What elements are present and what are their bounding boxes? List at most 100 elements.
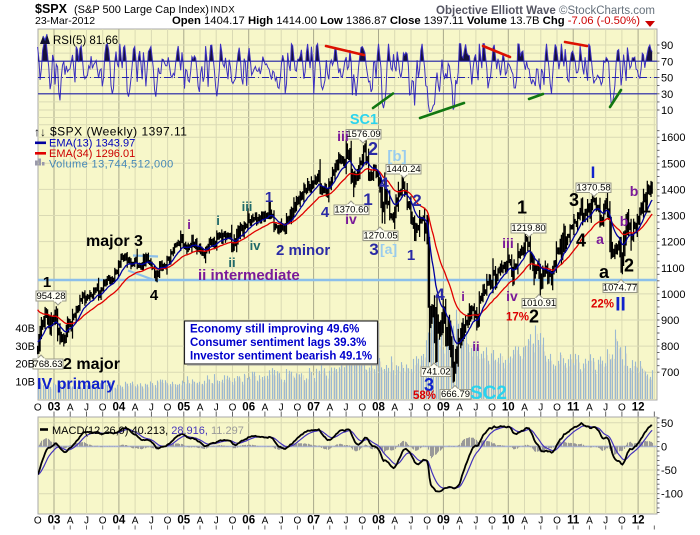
svg-text:O: O	[293, 516, 301, 527]
svg-text:09: 09	[437, 402, 450, 414]
svg-text:ii intermediate: ii intermediate	[198, 267, 300, 284]
svg-text:06: 06	[242, 515, 255, 527]
svg-text:1: 1	[407, 247, 415, 264]
svg-text:58%: 58%	[413, 390, 436, 402]
svg-text:03: 03	[48, 515, 61, 527]
svg-text:10: 10	[502, 402, 515, 414]
svg-text:741.02: 741.02	[421, 367, 450, 378]
svg-text:J: J	[214, 403, 219, 414]
svg-text:2 minor: 2 minor	[276, 242, 330, 259]
svg-text:O: O	[99, 403, 107, 414]
svg-text:A: A	[197, 403, 204, 414]
svg-text:3: 3	[369, 240, 378, 259]
svg-text:II: II	[615, 295, 626, 316]
svg-text:O: O	[553, 516, 561, 527]
svg-text:iii: iii	[502, 235, 514, 251]
svg-text:1100: 1100	[661, 263, 685, 275]
svg-text:b: b	[620, 213, 629, 229]
svg-text:A: A	[326, 403, 333, 414]
svg-text:1: 1	[641, 197, 651, 217]
svg-text:A: A	[67, 516, 74, 527]
svg-text:12: 12	[632, 515, 645, 527]
svg-text:04: 04	[113, 515, 126, 527]
svg-text:A: A	[67, 403, 74, 414]
svg-text:RSI(5) 81.66: RSI(5) 81.66	[53, 35, 118, 47]
svg-text:70: 70	[661, 56, 673, 68]
svg-text:10: 10	[661, 105, 673, 117]
svg-text:50: 50	[661, 418, 673, 430]
svg-text:Volume 13,744,512,000: Volume 13,744,512,000	[49, 159, 174, 171]
svg-text:O: O	[618, 403, 626, 414]
svg-text:4: 4	[321, 204, 330, 221]
svg-text:A: A	[391, 403, 398, 414]
svg-text:iv: iv	[506, 288, 518, 304]
svg-text:-100: -100	[661, 489, 683, 501]
svg-text:1: 1	[265, 189, 273, 206]
svg-text:50: 50	[661, 73, 673, 85]
svg-text:11: 11	[567, 515, 580, 527]
svg-text:4: 4	[576, 231, 586, 251]
svg-text:J: J	[344, 403, 349, 414]
svg-text:Investor sentiment bearish 49.: Investor sentiment bearish 49.1%	[190, 351, 372, 363]
svg-text:O: O	[423, 403, 431, 414]
svg-text:b: b	[630, 183, 639, 199]
svg-text:$SPX: $SPX	[35, 2, 68, 16]
svg-text:Consumer sentiment lags 39.3%: Consumer sentiment lags 39.3%	[190, 337, 366, 349]
svg-text:I: I	[591, 163, 596, 182]
svg-text:a: a	[599, 262, 610, 282]
svg-text:1200: 1200	[661, 237, 685, 249]
svg-text:J: J	[84, 403, 89, 414]
svg-text:-50: -50	[661, 465, 677, 477]
svg-text:666.79: 666.79	[441, 389, 470, 400]
svg-text:954.28: 954.28	[36, 291, 65, 302]
svg-text:J: J	[603, 516, 608, 527]
svg-text:3: 3	[424, 375, 434, 395]
svg-text:J: J	[344, 516, 349, 527]
svg-text:INDX: INDX	[211, 5, 236, 16]
svg-text:iii: iii	[337, 128, 349, 144]
svg-text:A: A	[586, 403, 593, 414]
svg-text:$SPX (Weekly) 1397.11: $SPX (Weekly) 1397.11	[50, 125, 187, 139]
svg-text:A: A	[262, 403, 269, 414]
svg-text:MACD(12,26,9) 40.213, 28.916,: MACD(12,26,9) 40.213, 28.916, 11.297	[52, 425, 244, 437]
svg-text:1600: 1600	[661, 132, 685, 144]
svg-text:08: 08	[372, 402, 385, 414]
svg-text:2: 2	[368, 139, 378, 159]
svg-text:Economy still improving 49.6%: Economy still improving 49.6%	[190, 324, 359, 336]
svg-text:A: A	[197, 516, 204, 527]
svg-text:1: 1	[43, 274, 51, 291]
svg-text:20B: 20B	[15, 359, 35, 371]
svg-text:0: 0	[661, 441, 667, 453]
svg-text:23-Mar-2012: 23-Mar-2012	[35, 15, 95, 27]
svg-text:30: 30	[661, 89, 673, 101]
svg-text:O: O	[34, 516, 42, 527]
svg-text:A: A	[132, 403, 139, 414]
svg-text:A: A	[391, 516, 398, 527]
svg-text:J: J	[214, 516, 219, 527]
svg-text:A: A	[456, 516, 463, 527]
svg-text:O: O	[358, 516, 366, 527]
svg-text:J: J	[408, 516, 413, 527]
svg-text:1: 1	[363, 190, 372, 209]
svg-text:4: 4	[435, 285, 445, 304]
svg-text:07: 07	[307, 402, 320, 414]
svg-text:1: 1	[517, 198, 527, 218]
svg-text:J: J	[538, 516, 543, 527]
svg-text:O: O	[229, 403, 237, 414]
svg-text:2: 2	[529, 307, 539, 327]
svg-text:1576.09: 1576.09	[346, 129, 380, 140]
svg-text:O: O	[164, 403, 172, 414]
svg-text:1500: 1500	[661, 158, 685, 170]
svg-text:EMA(34) 1296.01: EMA(34) 1296.01	[49, 148, 135, 160]
svg-text:700: 700	[661, 367, 679, 379]
svg-text:22%: 22%	[591, 299, 614, 311]
svg-text:O: O	[164, 516, 172, 527]
svg-text:07: 07	[307, 515, 320, 527]
svg-text:900: 900	[661, 315, 679, 327]
svg-text:iv: iv	[250, 238, 262, 253]
svg-text:major 3: major 3	[86, 233, 143, 250]
svg-text:↑↓: ↑↓	[34, 125, 46, 139]
svg-text:2: 2	[624, 256, 634, 276]
svg-text:1219.80: 1219.80	[511, 223, 545, 234]
svg-text:O: O	[293, 403, 301, 414]
